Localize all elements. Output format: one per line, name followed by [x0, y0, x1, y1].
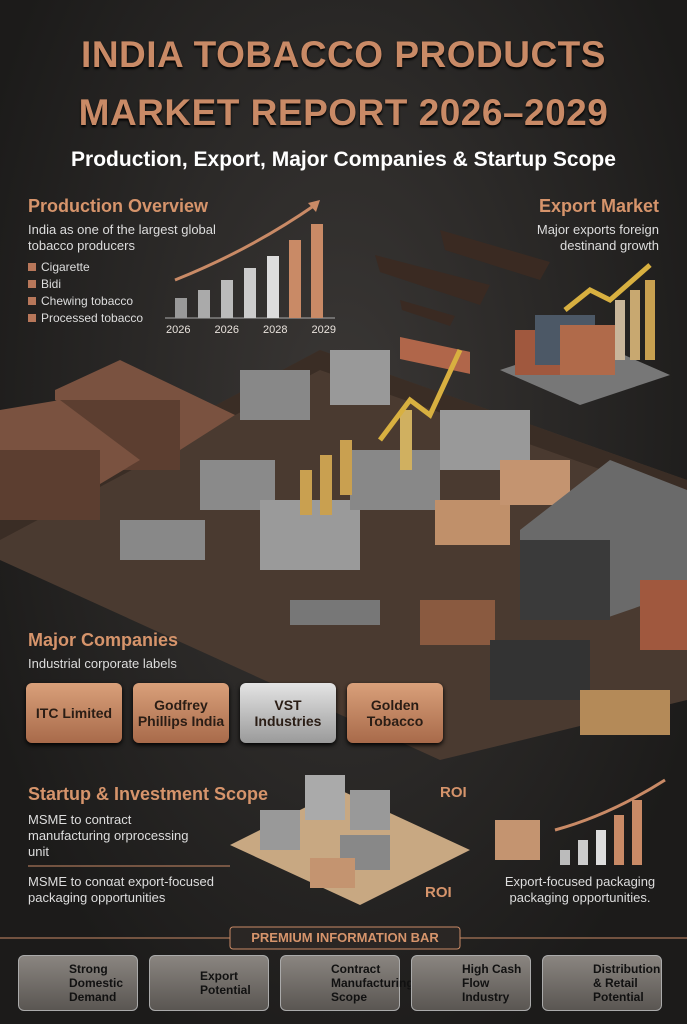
startup-heading: Startup & Investment Scope	[28, 784, 269, 804]
title-line1: INDIA TOBACCO PRODUCTS	[81, 34, 606, 75]
info-bar-item: Distribution & Retail Potential	[542, 955, 662, 1011]
legend-item: Processed tobacco	[28, 310, 143, 327]
company-card: VST Industries	[240, 683, 336, 743]
legend-swatch	[28, 280, 36, 288]
legend-label: Cigarette	[41, 260, 90, 274]
year-label: 2026	[214, 324, 239, 336]
roi-label: ROI	[440, 784, 467, 801]
export-heading: Export Market	[538, 196, 659, 216]
roi-label: ROI	[425, 884, 452, 901]
years: 2026 2026 2028 2029	[166, 324, 336, 336]
legend-item: Chewing tobacco	[28, 293, 143, 310]
company-card: ITC Limited	[26, 683, 122, 743]
startup-text2: MSME to conαat export-focused packaging …	[28, 874, 214, 905]
production-text: India as one of the largest global tobac…	[28, 222, 216, 253]
export-block	[500, 263, 670, 405]
company-card: Golden Tobacco	[347, 683, 443, 743]
companies-heading: Major Companies	[28, 630, 179, 650]
export-text: Major exports foreign destinand growth	[536, 222, 659, 253]
legend-swatch	[28, 314, 36, 322]
info-bar-item: Contract Manufacturing Scope	[280, 955, 414, 1011]
companies-text: Industrial corporate labels	[28, 656, 177, 671]
year-label: 2026	[166, 324, 191, 336]
year-label: 2028	[263, 324, 288, 336]
production-heading: Production Overview	[28, 196, 209, 216]
startup-illustration	[28, 775, 666, 905]
legend-swatch	[28, 263, 36, 271]
legend-label: Bidi	[41, 277, 62, 291]
legend-label: Processed tobacco	[41, 311, 144, 325]
legend: Cigarette Bidi Chewing tobacco Processed to…	[28, 259, 143, 327]
mini-chart	[165, 200, 335, 319]
info-bar-title: PREMIUM INFORMATION BAR	[251, 930, 439, 945]
startup-text1: MSME to contract manufacturing orprocess…	[28, 812, 189, 859]
legend-item: Bidi	[28, 276, 143, 293]
factory	[0, 348, 687, 760]
subtitle: Production, Export, Major Companies & St…	[71, 148, 616, 171]
startup-right-text: Export-focused packaging packaging oppor…	[504, 874, 656, 905]
info-bar-item: High Cash Flow Industry	[411, 955, 531, 1011]
legend-swatch	[28, 297, 36, 305]
info-bar-item: Export Potential	[149, 955, 269, 1011]
legend-label: Chewing tobacco	[41, 294, 134, 308]
company-card: Godfrey Phillips India	[133, 683, 229, 743]
title-line2: MARKET REPORT 2026–2029	[78, 92, 609, 133]
legend-item: Cigarette	[28, 259, 143, 276]
info-bar-item: Strong Domestic Demand	[18, 955, 138, 1011]
year-label: 2029	[311, 324, 336, 336]
